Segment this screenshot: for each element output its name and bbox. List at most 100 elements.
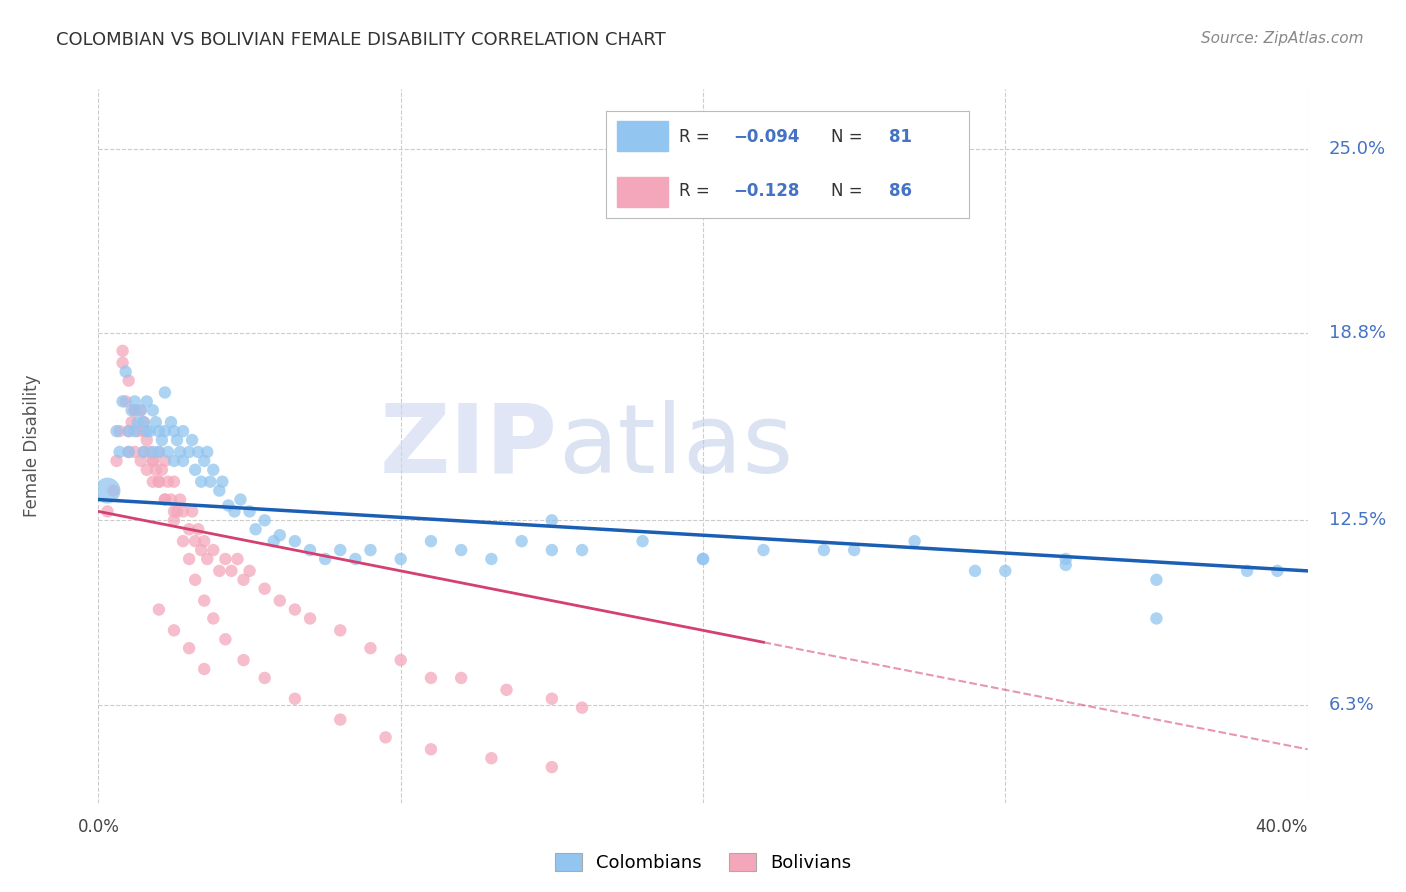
Point bbox=[813, 543, 835, 558]
Point bbox=[148, 475, 170, 489]
Point bbox=[208, 483, 231, 498]
Point bbox=[163, 475, 186, 489]
Point bbox=[187, 522, 209, 536]
Point bbox=[994, 564, 1017, 578]
Point bbox=[169, 445, 191, 459]
Point bbox=[211, 475, 233, 489]
Point bbox=[299, 611, 322, 625]
Point bbox=[239, 564, 262, 578]
Text: 6.3%: 6.3% bbox=[1329, 696, 1375, 714]
Point bbox=[118, 445, 141, 459]
Point bbox=[118, 424, 141, 438]
Text: 0.0%: 0.0% bbox=[77, 818, 120, 836]
Point bbox=[129, 454, 152, 468]
Point bbox=[132, 445, 155, 459]
Point bbox=[495, 682, 517, 697]
Point bbox=[184, 573, 207, 587]
Point bbox=[193, 454, 215, 468]
Point bbox=[105, 454, 128, 468]
Text: 12.5%: 12.5% bbox=[1329, 511, 1386, 529]
Point bbox=[481, 552, 503, 566]
Point bbox=[160, 415, 183, 429]
Point bbox=[153, 385, 176, 400]
Point bbox=[540, 760, 562, 774]
Point bbox=[105, 424, 128, 438]
Point bbox=[145, 415, 167, 429]
Point bbox=[103, 483, 125, 498]
Point bbox=[156, 445, 179, 459]
Point bbox=[181, 504, 204, 518]
Point bbox=[163, 454, 186, 468]
Point bbox=[360, 543, 382, 558]
Point bbox=[172, 504, 194, 518]
Point bbox=[904, 534, 927, 549]
Point bbox=[540, 691, 562, 706]
Point bbox=[121, 415, 143, 429]
Point bbox=[148, 445, 170, 459]
Point bbox=[540, 543, 562, 558]
Point bbox=[965, 564, 987, 578]
Point bbox=[419, 671, 441, 685]
Point bbox=[177, 445, 201, 459]
Point bbox=[217, 499, 239, 513]
Point bbox=[692, 552, 714, 566]
Point bbox=[153, 454, 176, 468]
Point bbox=[172, 534, 194, 549]
Point bbox=[135, 463, 157, 477]
Point bbox=[148, 602, 170, 616]
Point bbox=[284, 602, 307, 616]
Point bbox=[510, 534, 533, 549]
Point bbox=[96, 504, 118, 518]
Point bbox=[124, 403, 146, 417]
Point bbox=[253, 582, 276, 596]
Point bbox=[1236, 564, 1258, 578]
Point bbox=[224, 504, 246, 518]
Point bbox=[374, 731, 396, 745]
Point bbox=[124, 445, 146, 459]
Point bbox=[200, 475, 222, 489]
Point bbox=[284, 691, 307, 706]
Point bbox=[172, 454, 194, 468]
Point bbox=[124, 394, 146, 409]
Point bbox=[127, 415, 149, 429]
Point bbox=[269, 528, 291, 542]
Point bbox=[108, 424, 131, 438]
Point bbox=[111, 394, 134, 409]
Legend: Colombians, Bolivians: Colombians, Bolivians bbox=[547, 846, 859, 880]
Text: 25.0%: 25.0% bbox=[1329, 140, 1386, 158]
Point bbox=[160, 492, 183, 507]
Point bbox=[1054, 558, 1077, 572]
Point bbox=[540, 513, 562, 527]
Point bbox=[148, 445, 170, 459]
Point bbox=[156, 475, 179, 489]
Point bbox=[129, 403, 152, 417]
Point bbox=[108, 445, 131, 459]
Point bbox=[202, 463, 225, 477]
Point bbox=[195, 552, 218, 566]
Text: Source: ZipAtlas.com: Source: ZipAtlas.com bbox=[1201, 31, 1364, 46]
Point bbox=[177, 552, 201, 566]
Point bbox=[142, 454, 165, 468]
Point bbox=[169, 492, 191, 507]
Point bbox=[177, 522, 201, 536]
Point bbox=[329, 713, 352, 727]
Point bbox=[229, 492, 252, 507]
Point bbox=[111, 343, 134, 358]
Point bbox=[450, 671, 472, 685]
Point bbox=[139, 424, 162, 438]
Point bbox=[232, 573, 254, 587]
Point bbox=[314, 552, 336, 566]
Point bbox=[193, 534, 215, 549]
Point bbox=[148, 424, 170, 438]
Point bbox=[214, 632, 236, 647]
Point bbox=[571, 700, 593, 714]
Point bbox=[150, 463, 173, 477]
Point bbox=[631, 534, 654, 549]
Point bbox=[153, 492, 176, 507]
Point bbox=[142, 445, 165, 459]
Point bbox=[150, 433, 173, 447]
Point bbox=[163, 504, 186, 518]
Point bbox=[344, 552, 367, 566]
Point bbox=[239, 504, 262, 518]
Point bbox=[195, 445, 218, 459]
